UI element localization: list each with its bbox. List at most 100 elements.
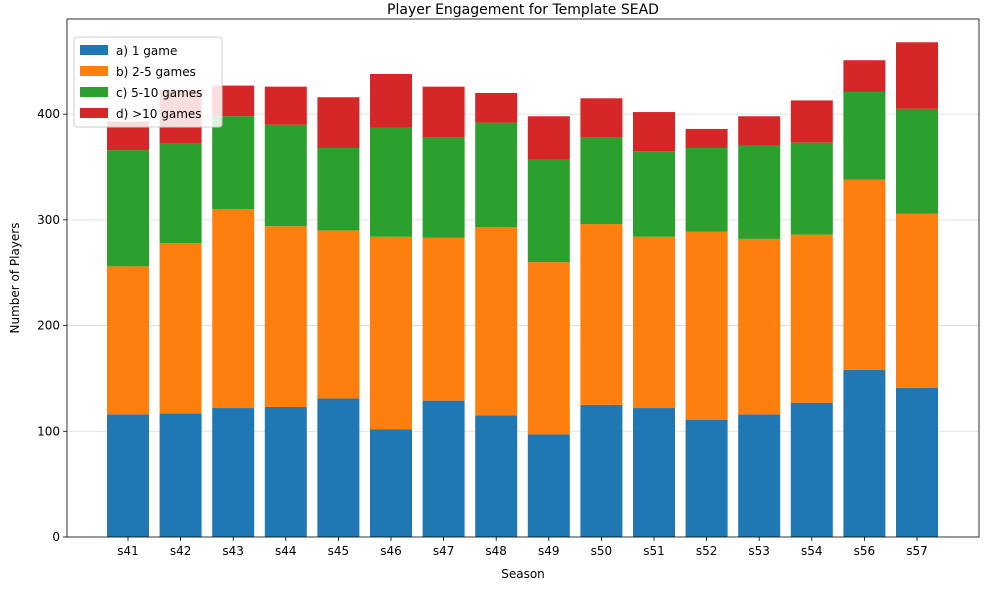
- x-tick-label-s42: s42: [170, 544, 192, 558]
- x-tick-label-s48: s48: [485, 544, 507, 558]
- bar-segment-s42-series-1: [159, 413, 202, 537]
- x-tick-label-s50: s50: [591, 544, 613, 558]
- x-tick-label-s56: s56: [854, 544, 876, 558]
- bar-segment-s49-series-2: [527, 262, 570, 435]
- bar-segment-s50-series-2: [580, 224, 623, 405]
- legend-swatch: [80, 108, 108, 118]
- bar-segment-s50-series-1: [580, 404, 623, 537]
- x-tick-label-s41: s41: [117, 544, 139, 558]
- bar-segment-s51-series-1: [633, 408, 675, 537]
- bar-segment-s57-series-4: [896, 42, 938, 109]
- x-tick-label-s52: s52: [696, 544, 718, 558]
- legend-label: c) 5-10 games: [116, 86, 202, 100]
- bar-segment-s54-series-3: [790, 142, 833, 235]
- legend: a) 1 game b) 2-5 games c) 5-10 games d) >10…: [73, 36, 223, 128]
- bar-segment-s42-series-2: [159, 243, 202, 414]
- bar-segment-s45-series-1: [317, 398, 360, 537]
- bar-segment-s53-series-4: [738, 116, 781, 146]
- bar-segment-s57-series-2: [896, 213, 938, 388]
- bar-segment-s51-series-4: [633, 112, 675, 152]
- legend-label: a) 1 game: [116, 44, 177, 58]
- bar-segment-s44-series-2: [264, 226, 307, 407]
- bar-segment-s51-series-3: [633, 151, 675, 237]
- bar-segment-s51-series-2: [633, 236, 675, 409]
- x-tick-label-s47: s47: [433, 544, 455, 558]
- x-axis-label: Season: [501, 567, 545, 581]
- bar-segment-s44-series-4: [264, 86, 307, 125]
- y-axis: 0 100 200 300 400: [37, 107, 67, 544]
- bar-segment-s52-series-3: [685, 147, 728, 232]
- bar-segment-s48-series-3: [475, 122, 518, 228]
- x-tick-label-s46: s46: [380, 544, 402, 558]
- y-tick-label: 400: [37, 107, 60, 121]
- y-axis-label: Number of Players: [8, 223, 22, 334]
- bar-segment-s49-series-1: [527, 434, 570, 537]
- legend-swatch: [80, 87, 108, 97]
- x-tick-label-s49: s49: [538, 544, 560, 558]
- bar-segment-s52-series-2: [685, 231, 728, 420]
- bar-segment-s41-series-2: [107, 266, 149, 415]
- bar-segment-s43-series-1: [212, 408, 255, 537]
- legend-swatch: [80, 45, 108, 55]
- bar-segment-s53-series-2: [738, 238, 781, 415]
- bar-segment-s52-series-1: [685, 419, 728, 537]
- x-tick-label-s45: s45: [328, 544, 350, 558]
- bar-segment-s46-series-1: [370, 429, 412, 537]
- y-tick-label: 0: [52, 530, 60, 544]
- bar-segment-s45-series-4: [317, 97, 360, 148]
- bar-segment-s47-series-3: [422, 137, 465, 238]
- bar-segment-s54-series-1: [790, 402, 833, 537]
- bar-segment-s46-series-4: [370, 73, 412, 128]
- bar-segment-s57-series-3: [896, 108, 938, 214]
- legend-label: d) >10 games: [116, 107, 202, 121]
- bar-segment-s41-series-1: [107, 414, 149, 537]
- legend-label: b) 2-5 games: [116, 65, 196, 79]
- bar-segment-s53-series-3: [738, 145, 781, 239]
- legend-box: [73, 36, 223, 128]
- chart-title: Player Engagement for Template SEAD: [387, 2, 659, 18]
- bar-segment-s49-series-3: [527, 159, 570, 263]
- legend-swatch: [80, 66, 108, 76]
- bar-segment-s41-series-3: [107, 150, 149, 267]
- bar-segment-s48-series-2: [475, 227, 518, 416]
- bar-segment-s47-series-4: [422, 86, 465, 138]
- bar-segment-s44-series-3: [264, 124, 307, 227]
- bar-segment-s45-series-2: [317, 230, 360, 399]
- bar-segment-s48-series-4: [475, 93, 518, 123]
- bar-segment-s46-series-2: [370, 236, 412, 430]
- x-tick-label-s53: s53: [748, 544, 770, 558]
- bar-segment-s48-series-1: [475, 415, 518, 537]
- bar-segment-s56-series-1: [843, 369, 886, 537]
- bar-segment-s43-series-3: [212, 116, 255, 210]
- bar-segment-s43-series-2: [212, 209, 255, 409]
- bar-segment-s54-series-4: [790, 100, 833, 143]
- bar-segment-s42-series-3: [159, 143, 202, 244]
- bar-segment-s53-series-1: [738, 414, 781, 537]
- bar-segment-s44-series-1: [264, 406, 307, 537]
- bar-segment-s45-series-3: [317, 147, 360, 231]
- bar-segment-s47-series-2: [422, 237, 465, 401]
- x-tick-label-s54: s54: [801, 544, 823, 558]
- y-tick-label: 100: [37, 424, 60, 438]
- bar-segment-s54-series-2: [790, 234, 833, 403]
- bar-segment-s56-series-3: [843, 91, 886, 180]
- bar-segment-s47-series-1: [422, 400, 465, 537]
- bar-segment-s56-series-2: [843, 179, 886, 370]
- bar-segment-s50-series-4: [580, 98, 623, 138]
- y-tick-label: 300: [37, 213, 60, 227]
- x-tick-label-s43: s43: [222, 544, 244, 558]
- bar-segment-s57-series-1: [896, 387, 938, 537]
- y-tick-label: 200: [37, 319, 60, 333]
- plot-frame: [66, 18, 980, 538]
- x-tick-label-s51: s51: [643, 544, 665, 558]
- x-tick-label-s57: s57: [906, 544, 928, 558]
- bar-segment-s52-series-4: [685, 128, 728, 148]
- bar-segment-s50-series-3: [580, 137, 623, 225]
- x-axis: s41 s42 s43 s44 s45 s46 s47 s48 s49 s50 s51 s52 s53 s…: [117, 537, 928, 558]
- bars-group: [107, 42, 938, 537]
- bar-segment-s56-series-4: [843, 60, 886, 92]
- bar-segment-s49-series-4: [527, 116, 570, 160]
- bar-segment-s46-series-3: [370, 127, 412, 237]
